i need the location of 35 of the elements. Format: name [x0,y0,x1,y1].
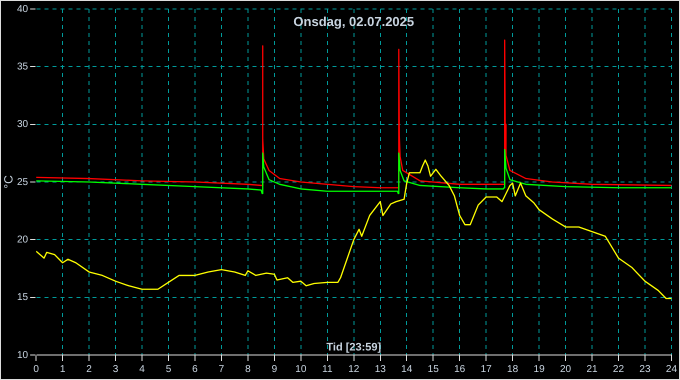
y-tick-label: 30 [17,119,29,130]
x-tick-label: 19 [534,364,546,375]
y-tick-label: 20 [17,234,29,246]
x-tick-label: 13 [374,364,386,375]
x-tick-label: 0 [33,364,40,375]
y-tick-label: 35 [17,61,29,72]
chart-title: Onsdag, 02.07.2025 [293,14,414,30]
x-tick-label: 21 [586,364,598,375]
x-tick-label: 1 [60,364,66,375]
x-tick-label: 11 [322,364,333,375]
y-tick-label: 25 [17,176,29,188]
x-tick-label: 18 [507,364,519,375]
y-tick-label: 40 [17,4,29,15]
x-axis-title: Tid [23:59] [326,342,382,354]
x-tick-label: 23 [639,364,651,375]
y-tick-label: 15 [17,292,29,304]
x-tick-label: 20 [560,364,572,375]
x-tick-label: 12 [348,364,360,375]
x-tick-label: 6 [192,364,198,375]
x-tick-label: 7 [218,364,225,375]
x-tick-label: 4 [139,364,146,375]
x-tick-label: 24 [666,364,678,375]
x-tick-label: 17 [480,364,492,375]
x-tick-label: 15 [428,364,440,375]
x-tick-label: 3 [112,364,119,375]
x-tick-label: 22 [612,364,624,375]
y-axis-title: °C [1,174,16,189]
x-tick-label: 2 [86,364,92,375]
x-tick-label: 5 [166,364,172,375]
x-tick-label: 9 [272,364,278,375]
x-tick-label: 8 [245,364,252,375]
x-tick-label: 14 [401,364,413,375]
x-tick-label: 10 [295,364,307,375]
y-tick-label: 10 [17,350,29,361]
x-tick-label: 16 [454,364,466,375]
